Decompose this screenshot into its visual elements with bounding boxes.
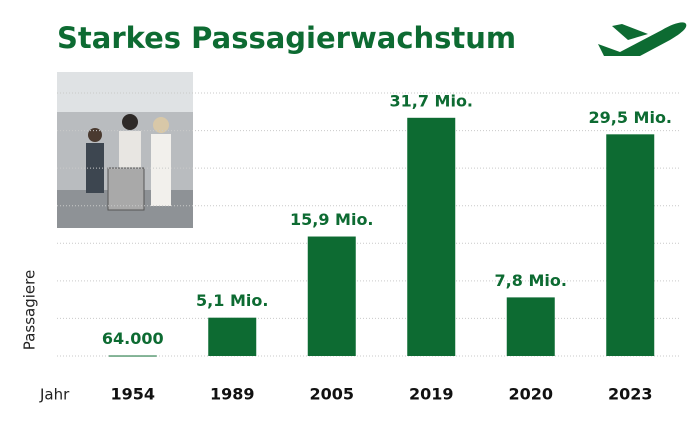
y-axis-label: Passagiere xyxy=(21,270,39,350)
bar xyxy=(108,355,157,357)
value-label: 7,8 Mio. xyxy=(495,271,567,290)
x-tick-label: 1989 xyxy=(210,385,255,404)
bar xyxy=(407,117,456,356)
x-axis-label: Jahr xyxy=(39,386,70,404)
bar xyxy=(506,297,555,356)
value-label: 5,1 Mio. xyxy=(196,291,268,310)
x-tick-label: 2023 xyxy=(608,385,653,404)
photo xyxy=(57,72,193,228)
x-tick-label: 2020 xyxy=(508,385,553,404)
value-label: 64.000 xyxy=(102,329,164,348)
value-label: 15,9 Mio. xyxy=(290,210,374,229)
plane-icon xyxy=(598,22,687,56)
bar xyxy=(208,317,257,356)
x-tick-label: 2005 xyxy=(309,385,354,404)
x-tick-label: 1954 xyxy=(110,385,155,404)
value-label: 29,5 Mio. xyxy=(588,108,672,127)
bar xyxy=(606,134,655,356)
x-tick-label: 2019 xyxy=(409,385,454,404)
value-label: 31,7 Mio. xyxy=(389,91,473,110)
bar xyxy=(307,236,356,356)
chart-title: Starkes Passagierwachstum xyxy=(57,21,516,55)
